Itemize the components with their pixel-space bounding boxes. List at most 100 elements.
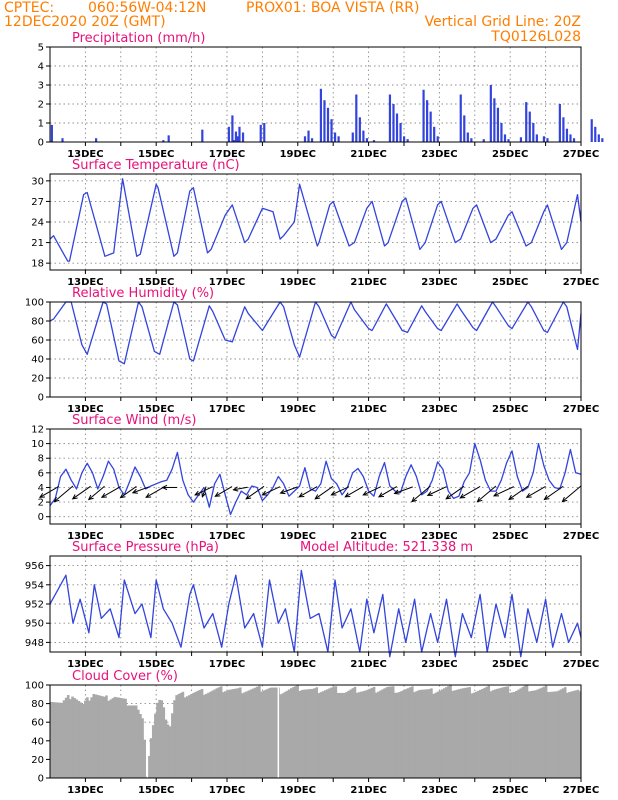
cloud-bar-179: [430, 688, 433, 778]
cloud-bar-24: [100, 696, 104, 778]
pressure-ytick-0: 948: [25, 638, 44, 649]
pressure-date-label-6: 25DEC: [492, 659, 528, 670]
cloud-bar-147: [362, 691, 365, 778]
cloud-bar-150: [368, 688, 372, 778]
wind-arrow-31: [543, 485, 564, 501]
cloud-bar-242: [564, 687, 567, 778]
precip-bar-8: [236, 136, 239, 142]
temp-date-label-0: 13DEC: [67, 277, 103, 288]
cloud-bar-32: [117, 697, 121, 778]
cloud-bar-207: [489, 691, 493, 778]
cloud-bar-126: [317, 693, 321, 778]
temp-panel: Surface Temperature (nC) 18 21 24 27 30 13DEC 1…: [31, 158, 599, 288]
cloud-bar-177: [425, 689, 429, 778]
cloud-bar-120: [304, 689, 308, 778]
cloud-bar-224: [525, 685, 529, 778]
cloud-bar-111: [285, 690, 289, 778]
temp-date-label-5: 23DEC: [421, 277, 457, 288]
cloud-bar-85: [230, 689, 234, 778]
cloud-bar-187: [447, 686, 450, 778]
precip-date-label-3: 19DEC: [280, 149, 316, 160]
cloud-bar-194: [462, 688, 465, 778]
cloud-bar-105: [273, 687, 276, 778]
cloud-bar-169: [408, 687, 412, 778]
precip-bar-12: [241, 132, 245, 142]
cloud-ytick-3: 60: [31, 718, 44, 729]
precip-bar-30: [388, 94, 392, 142]
precip-bar-60: [562, 117, 565, 142]
cloud-bar-148: [364, 690, 367, 778]
wind-arrow-7: [145, 486, 166, 498]
cloud-bar-15: [81, 703, 85, 778]
cloud-bar-19: [90, 697, 93, 778]
cloud-bar-249: [578, 691, 582, 778]
precip-bar-35: [406, 139, 409, 142]
cloud-bar-108: [279, 694, 282, 778]
wind-date-label-1: 15DEC: [138, 531, 174, 542]
pressure-title: Surface Pressure (hPa): [72, 540, 219, 555]
cloud-bar-210: [496, 688, 499, 778]
precip-date-label-6: 25DEC: [492, 149, 528, 160]
temp-line: [49, 178, 582, 262]
header-run: 12DEC2020 20Z (GMT): [4, 14, 166, 30]
wind-arrow-17: [314, 485, 334, 500]
rh-date-label-0: 13DEC: [67, 404, 103, 415]
cloud-bar-51: [158, 699, 161, 778]
cloud-bar-198: [470, 693, 474, 778]
cloud-bar-117: [298, 691, 302, 778]
precip-bar-59: [558, 104, 561, 142]
precip-bar-31: [392, 104, 395, 142]
precip-bar-58: [546, 138, 549, 142]
cloud-bar-52: [160, 700, 163, 778]
cloud-bar-69: [196, 690, 200, 778]
cloud-bar-219: [515, 690, 518, 778]
rh-ytick-0: 0: [38, 393, 44, 404]
cloud-bar-74: [207, 692, 210, 778]
pressure-ytick-3: 954: [25, 580, 44, 591]
pressure-date-label-0: 13DEC: [67, 659, 103, 670]
cloud-bar-232: [542, 686, 546, 778]
cloud-bar-191: [455, 689, 459, 778]
pressure-date-label-4: 21DEC: [350, 659, 386, 670]
wind-arrow-8: [161, 484, 177, 491]
cloud-bar-93: [247, 690, 251, 778]
header: CPTEC: 060:56W-04:12N PROX01: BOA VISTA …: [4, 0, 581, 45]
header-source: CPTEC:: [4, 0, 54, 16]
wind-arrow-30: [525, 486, 546, 498]
cloud-bar-138: [343, 692, 346, 778]
wind-arrow-24: [426, 486, 447, 496]
cloud-bar-43: [141, 718, 144, 778]
cloud-bar-186: [445, 687, 448, 778]
cloud-bar-31: [115, 697, 119, 778]
cloud-bar-106: [275, 687, 278, 778]
cloud-bar-227: [532, 690, 535, 778]
cloud-bar-178: [428, 689, 431, 778]
wind-ytick-2: 4: [38, 483, 44, 494]
cloud-bar-68: [194, 691, 197, 778]
cloud-bar-128: [321, 691, 325, 778]
cloud-title: Cloud Cover (%): [72, 669, 178, 684]
cloud-bar-223: [523, 685, 527, 778]
wind-title: Surface Wind (m/s): [72, 413, 196, 428]
wind-date-label-7: 27DEC: [563, 531, 599, 542]
cloud-bar-130: [326, 689, 329, 778]
cloud-bar-35: [124, 698, 127, 778]
precip-bar-28: [365, 138, 369, 142]
cloud-bar-27: [107, 700, 110, 778]
precip-bar-53: [525, 102, 528, 142]
temp-date-label-7: 27DEC: [563, 277, 599, 288]
cloud-bar-54: [164, 719, 168, 778]
wind-ytick-3: 6: [38, 468, 44, 479]
precip-bar-22: [333, 132, 337, 142]
cloud-bar-176: [423, 689, 427, 778]
cloud-bar-142: [351, 688, 355, 778]
cloud-bar-89: [239, 687, 242, 778]
cloud-bar-173: [417, 690, 420, 778]
wind-line: [49, 442, 582, 516]
precip-bar-5: [201, 129, 204, 142]
cloud-bar-57: [171, 713, 174, 778]
wind-arrow-6: [131, 486, 149, 494]
cloud-bar-239: [557, 690, 561, 778]
cloud-bar-159: [387, 686, 391, 778]
wind-date-label-2: 17DEC: [209, 531, 245, 542]
